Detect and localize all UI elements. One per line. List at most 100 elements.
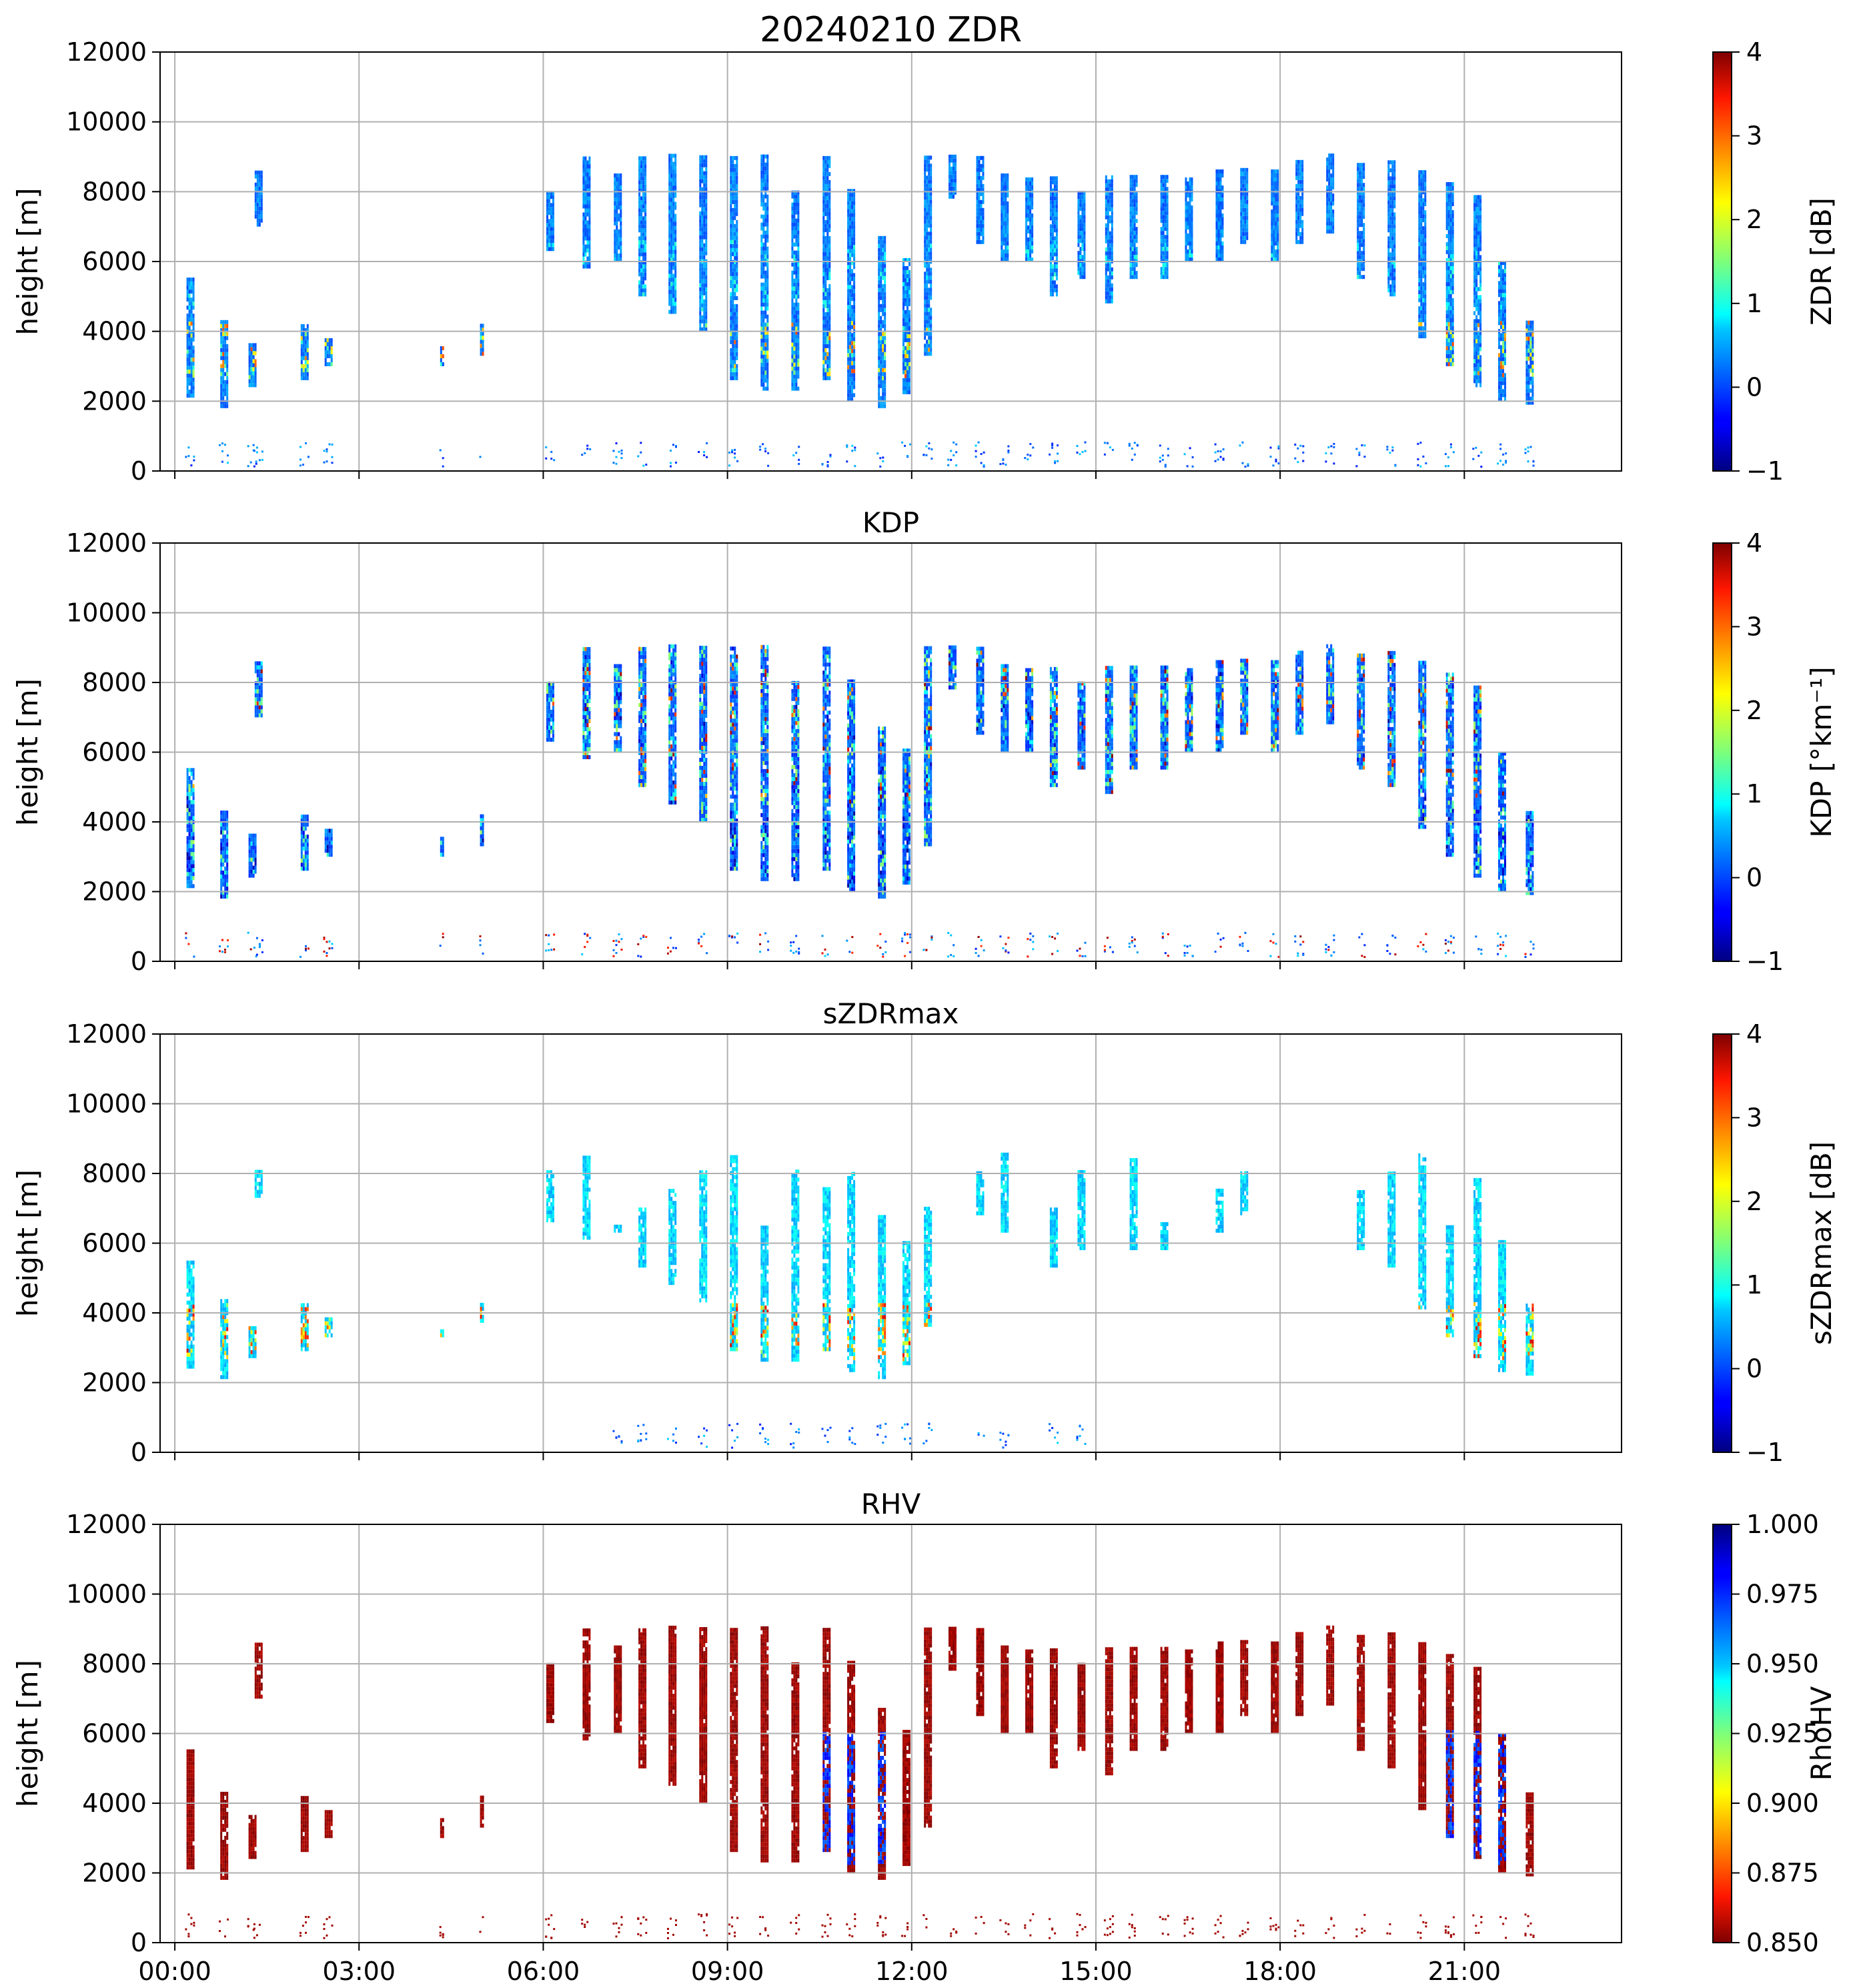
echo-cell (1420, 194, 1423, 199)
echo-cell (795, 302, 798, 307)
echo-cell (699, 295, 702, 300)
echo-cell (1083, 263, 1086, 268)
echo-cell (928, 316, 930, 320)
echo-cell (642, 248, 645, 253)
echo-cell (828, 183, 831, 188)
echo-cell (1055, 256, 1058, 261)
echo-cell (736, 211, 738, 216)
echo-cell (1418, 306, 1421, 311)
echo-cell (1133, 227, 1136, 231)
echo-cell (1387, 212, 1390, 217)
echo-cell (824, 336, 827, 340)
echo-cell (847, 249, 850, 254)
echo-cell (1451, 314, 1454, 318)
echo-cell (826, 252, 829, 256)
echo-cell (642, 244, 645, 249)
echo-cell (250, 383, 253, 388)
echo-cell (822, 171, 825, 176)
echo-cell (908, 382, 910, 386)
echo-cell (668, 173, 671, 178)
echo-cell (1447, 266, 1450, 270)
clutter-cell (703, 454, 706, 456)
echo-cell (926, 308, 928, 312)
echo-cell (220, 320, 223, 324)
echo-cell (795, 286, 798, 291)
echo-cell (828, 203, 831, 208)
echo-cell (847, 201, 850, 205)
echo-cell (668, 217, 671, 222)
echo-cell (760, 354, 763, 359)
echo-cell (1246, 223, 1249, 228)
echo-cell (1387, 280, 1390, 285)
echo-cell (1479, 359, 1482, 364)
echo-cell (1387, 228, 1390, 233)
echo-cell (1277, 254, 1279, 258)
echo-cell (828, 324, 831, 328)
echo-cell (638, 160, 641, 165)
echo-cell (222, 360, 225, 364)
echo-cell (1131, 207, 1134, 211)
echo-cell (1162, 175, 1165, 179)
echo-cell (186, 382, 189, 386)
echo-cell (252, 347, 255, 352)
clutter-cell (326, 448, 328, 451)
echo-cell (882, 404, 884, 408)
echo-cell (584, 220, 587, 225)
echo-cell (1164, 243, 1167, 247)
echo-cell (642, 284, 645, 289)
echo-cell (847, 289, 850, 294)
echo-cell (853, 209, 856, 213)
echo-cell (822, 159, 825, 164)
echo-cell (300, 332, 303, 336)
echo-cell (1215, 237, 1218, 241)
echo-cell (1271, 185, 1273, 189)
echo-cell (552, 239, 554, 243)
echo-cell (620, 181, 622, 185)
echo-cell (764, 386, 767, 391)
echo-cell (226, 364, 229, 368)
echo-cell (1083, 275, 1086, 280)
echo-cell (849, 273, 852, 278)
echo-cell (762, 346, 765, 351)
echo-cell (766, 174, 769, 179)
echo-cell (1129, 187, 1132, 191)
clutter-cell (1386, 446, 1389, 448)
echo-cell (1451, 354, 1454, 358)
echo-cell (674, 217, 677, 222)
echo-cell (1357, 223, 1359, 227)
echo-cell (1217, 185, 1220, 189)
echo-cell (1160, 219, 1163, 223)
echo-cell (822, 195, 825, 200)
echo-cell (586, 228, 589, 233)
echo-cell (930, 239, 932, 244)
echo-cell (256, 182, 259, 187)
echo-cell (1301, 163, 1304, 168)
echo-cell (1424, 318, 1427, 323)
echo-cell (699, 227, 702, 231)
echo-cell (1219, 258, 1222, 262)
echo-cell (260, 202, 263, 207)
echo-cell (851, 393, 854, 398)
echo-cell (668, 221, 671, 226)
echo-cell (582, 188, 585, 193)
echo-cell (924, 223, 926, 228)
echo-cell (793, 378, 796, 383)
echo-cell (1166, 219, 1169, 223)
echo-cell (1445, 266, 1448, 270)
echo-cell (1133, 263, 1136, 268)
echo-cell (1240, 199, 1243, 204)
clutter-cell (253, 465, 255, 468)
clutter-cell (1472, 448, 1475, 450)
echo-cell (616, 225, 618, 229)
echo-cell (1418, 278, 1421, 283)
echo-cell (638, 212, 641, 217)
echo-cell (546, 219, 548, 223)
echo-cell (1135, 175, 1138, 179)
echo-cell (766, 278, 769, 283)
echo-cell (1477, 255, 1480, 260)
echo-cell (732, 264, 734, 268)
echo-cell (701, 307, 704, 312)
echo-cell (736, 207, 738, 212)
echo-cell (1387, 200, 1390, 205)
echo-cell (1363, 195, 1365, 199)
